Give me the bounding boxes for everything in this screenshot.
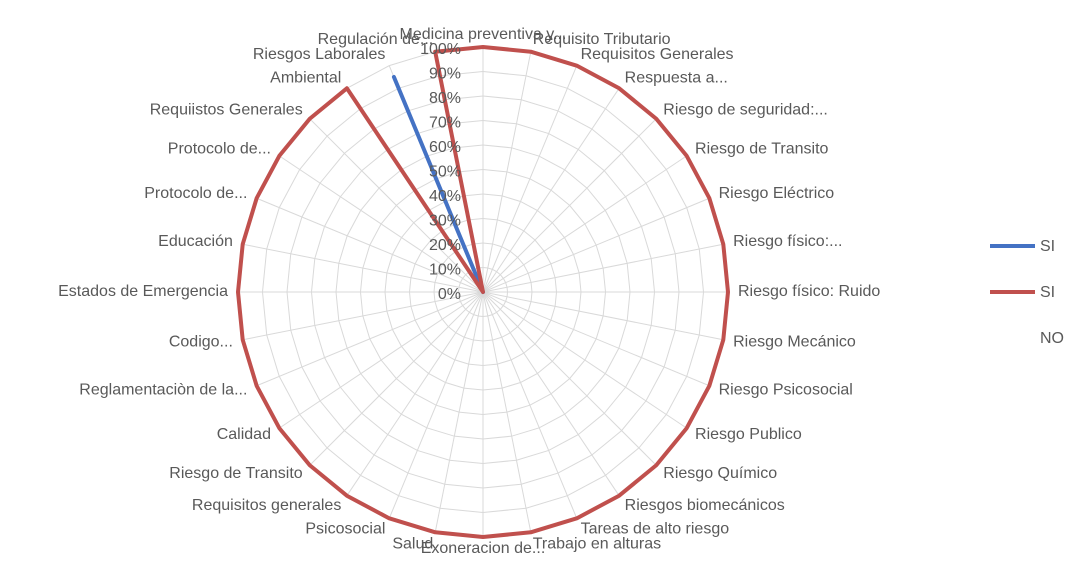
spoke — [482, 291, 687, 429]
category-label: Protocolo de... — [144, 185, 247, 202]
spoke — [482, 291, 532, 533]
category-label: Calidad — [217, 426, 271, 443]
spoke — [482, 291, 710, 387]
spoke — [482, 197, 710, 293]
spoke — [279, 291, 484, 429]
spoke — [309, 291, 484, 466]
legend-label: NO — [1040, 330, 1064, 347]
category-label: Ambiental — [270, 70, 341, 87]
spoke — [482, 118, 657, 293]
category-label: Respuesta a... — [625, 70, 728, 87]
axis-tick-label: 40% — [429, 188, 461, 205]
category-label: Riesgos Laborales — [253, 46, 386, 63]
spoke — [256, 197, 484, 293]
spoke — [482, 291, 657, 466]
legend-label: SI — [1040, 238, 1055, 255]
category-label: Educación — [158, 233, 233, 250]
axis-tick-label: 10% — [429, 262, 461, 279]
spoke — [482, 291, 578, 519]
category-label: Requiistos Generales — [150, 101, 303, 118]
axis-tick-label: 0% — [438, 286, 461, 303]
category-label: Requisitos Generales — [581, 46, 734, 63]
category-label: Estados de Emergencia — [58, 283, 228, 300]
spoke — [482, 65, 578, 293]
category-label: Riesgo físico: Ruido — [738, 283, 880, 300]
spoke — [482, 51, 532, 293]
category-label: Reglamentaciòn de la... — [79, 382, 247, 399]
axis-tick-label: 90% — [429, 66, 461, 83]
category-label: Riesgo físico:... — [733, 233, 842, 250]
spoke — [309, 118, 484, 293]
spoke — [256, 291, 484, 387]
spoke — [482, 291, 620, 496]
category-label: Medicina preventiva y... — [400, 26, 567, 43]
spoke — [434, 291, 484, 533]
category-label: Riesgo Mecánico — [733, 333, 856, 350]
category-label: Riesgo Químico — [663, 465, 777, 482]
category-label: Protocolo de... — [168, 140, 271, 157]
category-label: Riesgo Psicosocial — [719, 382, 853, 399]
category-label: Riesgo de seguridad:... — [663, 101, 828, 118]
axis-tick-label: 30% — [429, 213, 461, 230]
category-label: Requisitos generales — [192, 497, 341, 514]
category-label: Regulación de... — [318, 31, 434, 48]
series-line — [391, 74, 485, 294]
category-label: Riesgos biomecánicos — [625, 497, 785, 514]
category-label: Riesgo de Transito — [695, 140, 829, 157]
spoke — [482, 291, 724, 341]
spoke — [388, 291, 484, 519]
category-label: Exoneracion de... — [421, 540, 546, 557]
series-line — [236, 45, 730, 539]
category-label: Riesgo de Transito — [169, 465, 303, 482]
category-label: Riesgo Publico — [695, 426, 802, 443]
legend-label: SI — [1040, 284, 1055, 301]
spoke — [279, 155, 484, 293]
category-label: Trabajo en alturas — [533, 535, 661, 552]
spoke — [482, 155, 687, 293]
category-label: Salud — [392, 535, 433, 552]
spoke — [242, 243, 484, 293]
category-label: Riesgo Eléctrico — [719, 185, 835, 202]
axis-tick-label: 50% — [429, 164, 461, 181]
spoke — [482, 243, 724, 293]
spoke — [346, 291, 484, 496]
category-label: Codigo... — [169, 333, 233, 350]
category-label: Requisito Tributario — [533, 31, 671, 48]
axis-tick-label: 70% — [429, 115, 461, 132]
category-label: Tareas de alto riesgo — [581, 521, 730, 538]
axis-tick-label: 20% — [429, 237, 461, 254]
spoke — [242, 291, 484, 341]
axis-tick-label: 60% — [429, 139, 461, 156]
axis-tick-label: 80% — [429, 90, 461, 107]
category-label: Psicosocial — [305, 521, 385, 538]
spoke — [482, 88, 620, 293]
axis-tick-label: 100% — [420, 41, 461, 58]
